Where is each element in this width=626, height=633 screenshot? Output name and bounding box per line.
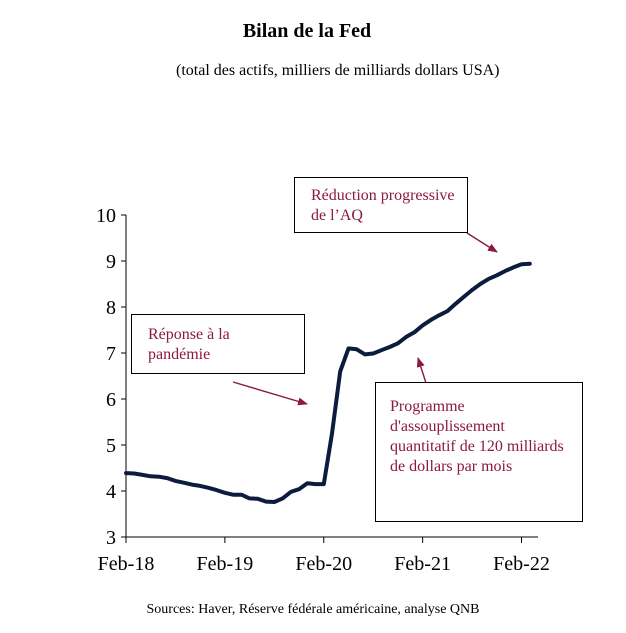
arrow-pandemic (232, 381, 308, 406)
y-tick-label: 10 (96, 205, 116, 227)
chart-axes: 3 4 5 6 7 8 9 10 Feb-18 Feb-19 Feb-20 Feb-21 Feb-22 (96, 205, 550, 575)
x-tick-label: Feb-22 (493, 553, 550, 575)
y-tick-label: 4 (106, 481, 116, 503)
annotation-qe-program: Programme d'assouplissement quantitatif … (375, 382, 583, 522)
x-tick-label: Feb-21 (394, 553, 451, 575)
x-tick-label: Feb-20 (295, 553, 352, 575)
arrow-qt (466, 232, 498, 253)
x-tick-label: Feb-18 (98, 553, 155, 575)
annotation-pandemic-response: Réponse à la pandémie (131, 314, 305, 374)
y-tick-label: 8 (106, 297, 116, 319)
arrow-qe (416, 357, 427, 384)
annotation-arrows (232, 232, 498, 406)
y-tick-label: 3 (106, 527, 116, 549)
y-tick-label: 7 (106, 343, 116, 365)
chart-subtitle: (total des actifs, milliers de milliards… (176, 62, 500, 79)
chart-source: Sources: Haver, Réserve fédérale américa… (146, 602, 480, 617)
y-tick-label: 5 (106, 435, 116, 457)
y-tick-label: 9 (106, 251, 116, 273)
chart-title: Bilan de la Fed (242, 20, 372, 42)
chart-series (124, 261, 532, 504)
x-tick-label: Feb-19 (197, 553, 254, 575)
series-line-fed-assets (124, 261, 532, 504)
y-tick-label: 6 (106, 389, 116, 411)
annotation-qt-taper: Réduction progressive de l’AQ (294, 177, 468, 233)
